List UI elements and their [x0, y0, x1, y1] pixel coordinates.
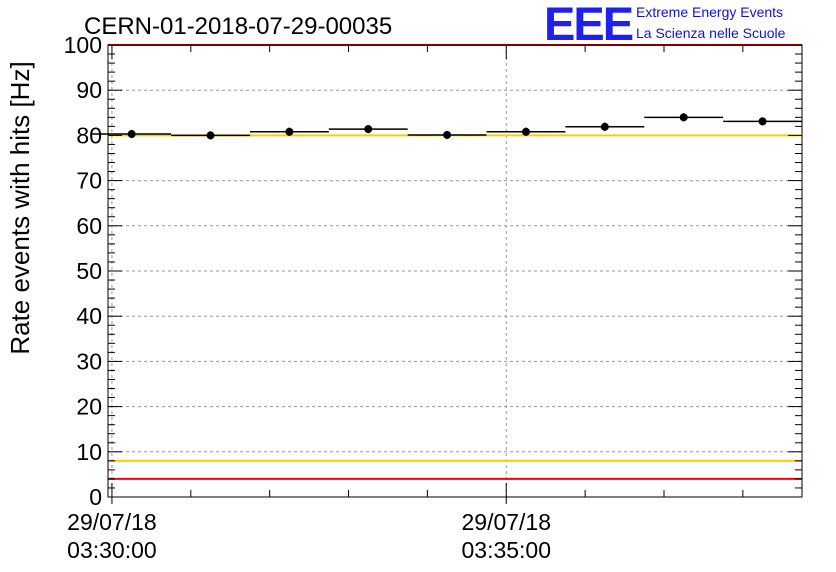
data-point	[364, 125, 373, 134]
y-tick-label: 0	[89, 484, 102, 510]
y-tick-label: 100	[64, 32, 102, 58]
chart-title: CERN-01-2018-07-29-00035	[84, 13, 392, 40]
data-point	[521, 127, 530, 136]
data-point	[443, 130, 452, 139]
y-axis-title: Rate events with hits [Hz]	[5, 61, 35, 354]
data-point	[206, 131, 215, 140]
y-tick-label: 70	[76, 168, 102, 194]
logo-subtitle-1: Extreme Energy Events	[636, 4, 784, 20]
axis-labels: 010203040506070809010029/07/1803:30:0029…	[64, 32, 551, 563]
axis-ticks	[108, 44, 802, 504]
y-tick-label: 20	[76, 394, 102, 420]
eee-logo: EEE	[544, 0, 634, 50]
y-tick-label: 10	[76, 439, 102, 465]
data-point	[127, 130, 136, 139]
y-tick-label: 50	[76, 258, 102, 284]
y-tick-label: 40	[76, 303, 102, 329]
data-point	[600, 122, 609, 131]
data-point	[758, 117, 767, 126]
y-tick-label: 90	[76, 77, 102, 103]
x-tick-time: 03:35:00	[461, 537, 551, 563]
data-series	[92, 113, 802, 140]
y-tick-label: 80	[76, 122, 102, 148]
data-point	[285, 127, 294, 136]
x-tick-time: 03:30:00	[67, 537, 157, 563]
x-tick-date: 29/07/18	[461, 509, 551, 535]
reference-lines	[108, 44, 802, 480]
x-tick-date: 29/07/18	[67, 509, 157, 535]
y-tick-label: 30	[76, 348, 102, 374]
logo-subtitle-2: La Scienza nelle Scuole	[636, 25, 786, 41]
y-tick-label: 60	[76, 213, 102, 239]
data-point	[679, 113, 688, 122]
grid-layer	[108, 45, 802, 497]
